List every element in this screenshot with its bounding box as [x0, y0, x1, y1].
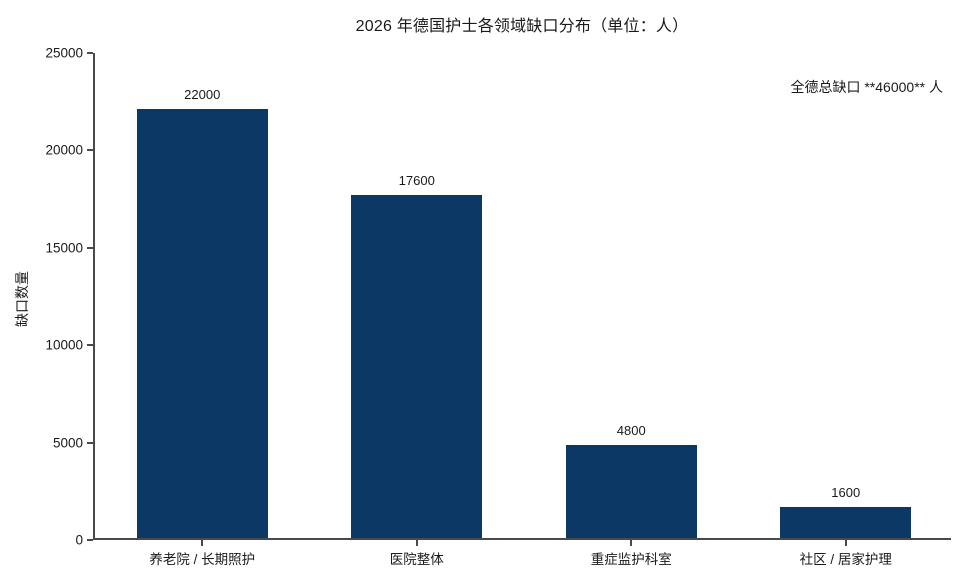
- y-tick-mark: [87, 52, 93, 54]
- y-tick-label: 15000: [45, 240, 83, 256]
- x-tick-label: 社区 / 居家护理: [799, 552, 892, 567]
- bar-value-label: 22000: [184, 87, 221, 103]
- y-tick-mark: [87, 539, 93, 541]
- x-tick-mark: [630, 540, 633, 546]
- y-tick-mark: [87, 149, 93, 152]
- bar-value-label: 4800: [616, 422, 646, 438]
- x-tick-mark: [844, 540, 847, 546]
- y-tick-mark: [87, 441, 93, 444]
- x-tick-mark: [201, 540, 204, 546]
- y-tick-mark: [87, 246, 93, 249]
- x-tick-mark: [415, 540, 418, 546]
- bar-value-label: 17600: [398, 173, 435, 189]
- x-tick-label: 养老院 / 长期照护: [149, 552, 256, 567]
- x-tick-label: 医院整体: [389, 552, 444, 567]
- bar: [780, 506, 912, 538]
- y-tick-label: 25000: [45, 45, 83, 61]
- bar: [136, 109, 268, 538]
- plot-area: 0 5000 10000 15000 20000 25000 22000 养老院 / 长期照护…: [45, 46, 951, 567]
- bar-value-label: 1600: [831, 484, 861, 500]
- y-tick-mark: [87, 344, 93, 347]
- chart-title: 2026 年德国护士各领域缺口分布（单位：人）: [355, 18, 689, 35]
- y-tick-label: 20000: [45, 142, 83, 158]
- x-tick-label: 重症监护科室: [590, 552, 672, 567]
- bar: [565, 444, 697, 538]
- total-gap-annotation: 全德总缺口 **46000** 人: [790, 79, 943, 95]
- bar: [351, 195, 483, 538]
- y-tick-label: 5000: [52, 435, 83, 451]
- y-tick-label: 10000: [45, 337, 83, 353]
- y-tick-label: 0: [75, 532, 83, 548]
